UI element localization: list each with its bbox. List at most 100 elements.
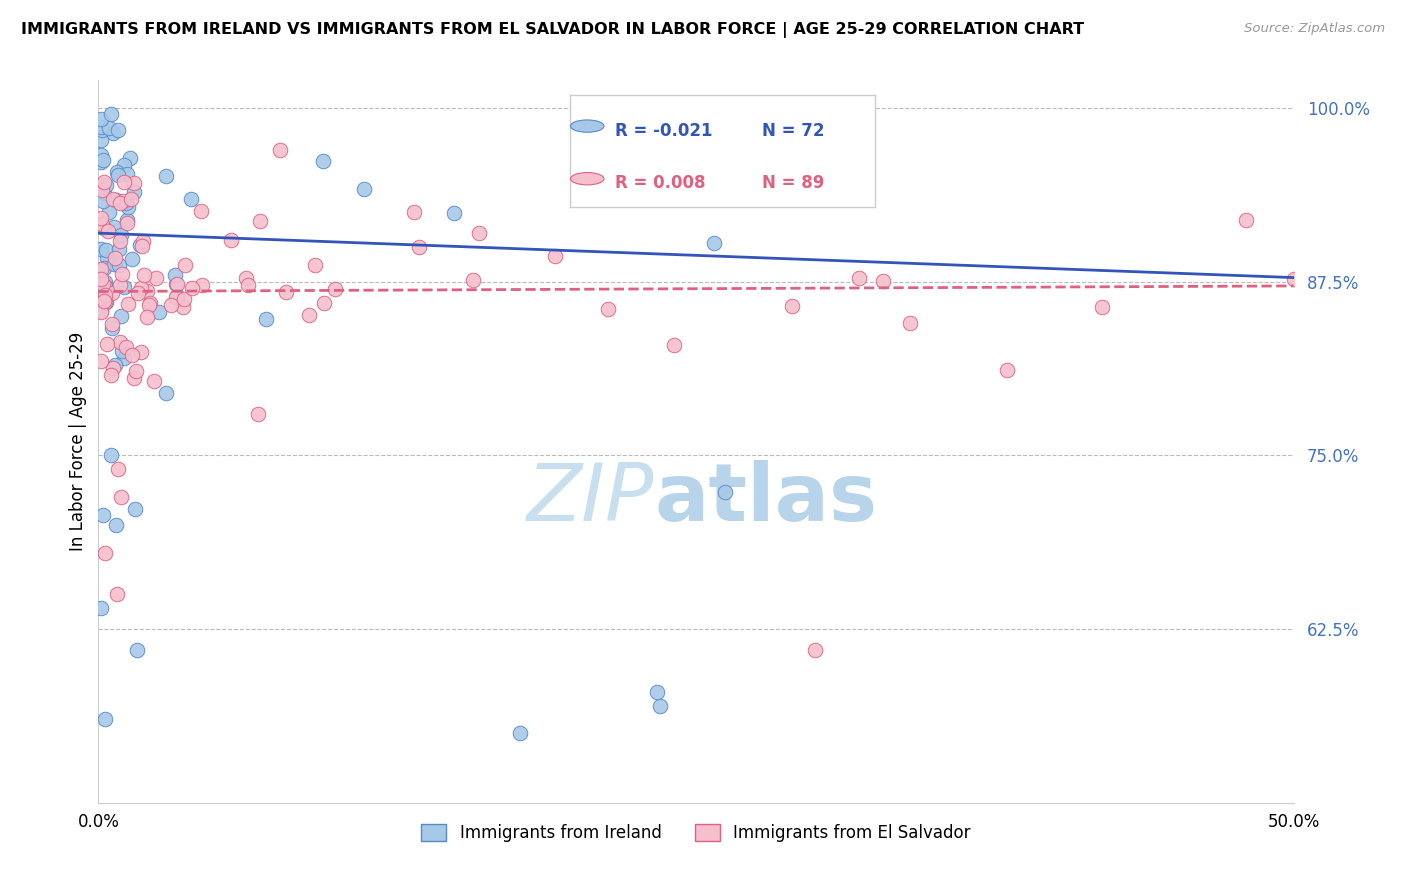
Point — [129, 281, 152, 295]
Point — [127, 643, 149, 657]
Point — [269, 143, 291, 157]
Point — [165, 290, 187, 304]
Point — [115, 196, 138, 211]
Point — [107, 242, 129, 256]
Point — [121, 252, 143, 266]
Point — [90, 304, 112, 318]
Point — [100, 107, 122, 121]
Point — [94, 243, 117, 257]
Point — [1234, 212, 1257, 227]
Point — [115, 167, 138, 181]
Point — [90, 291, 112, 305]
Point — [166, 277, 188, 291]
Point — [91, 183, 114, 197]
Point — [121, 348, 143, 362]
Point — [90, 219, 112, 234]
Point — [112, 194, 135, 209]
Point — [93, 260, 115, 275]
Point — [115, 213, 138, 227]
Point — [219, 233, 242, 247]
Point — [94, 276, 117, 290]
Point — [91, 508, 114, 522]
Point — [165, 268, 187, 283]
Point — [104, 517, 127, 532]
Point — [111, 267, 134, 281]
Point — [94, 713, 117, 727]
Point — [132, 268, 155, 282]
Point — [100, 320, 122, 334]
Point — [124, 185, 146, 199]
Point — [314, 295, 336, 310]
Point — [110, 227, 132, 242]
Point — [107, 258, 129, 272]
Point — [101, 285, 124, 300]
Point — [110, 310, 132, 324]
Point — [165, 277, 187, 292]
Point — [1091, 300, 1114, 314]
Point — [101, 126, 124, 140]
Point — [105, 587, 128, 601]
Point — [180, 192, 202, 206]
Point — [160, 298, 183, 312]
Point — [404, 205, 426, 219]
Point — [155, 385, 177, 400]
Text: Source: ZipAtlas.com: Source: ZipAtlas.com — [1244, 22, 1385, 36]
Point — [664, 337, 686, 351]
Point — [90, 211, 112, 226]
Point — [804, 643, 827, 657]
Point — [135, 310, 157, 324]
Point — [304, 258, 326, 272]
Point — [108, 334, 131, 349]
Point — [249, 213, 271, 227]
Point — [117, 201, 139, 215]
Point — [93, 279, 115, 293]
Point — [995, 363, 1018, 377]
Point — [94, 546, 117, 560]
Point — [323, 283, 346, 297]
Point — [461, 273, 484, 287]
Point — [1282, 271, 1305, 285]
Point — [94, 287, 117, 301]
Point — [96, 251, 118, 265]
Point — [110, 234, 132, 248]
Point — [246, 407, 269, 421]
Point — [104, 251, 127, 265]
Point — [112, 351, 135, 365]
Point — [94, 178, 117, 192]
Point — [94, 294, 117, 309]
Point — [112, 175, 135, 189]
Point — [91, 153, 114, 168]
Text: atlas: atlas — [654, 460, 877, 539]
Point — [682, 101, 704, 115]
Point — [96, 337, 118, 351]
Legend: Immigrants from Ireland, Immigrants from El Salvador: Immigrants from Ireland, Immigrants from… — [415, 817, 977, 848]
Point — [900, 316, 922, 330]
Point — [90, 242, 112, 256]
Point — [90, 601, 112, 615]
Point — [117, 297, 139, 311]
Point — [190, 203, 212, 218]
Point — [114, 158, 136, 172]
Point — [110, 490, 132, 504]
Point — [90, 112, 112, 126]
Point — [138, 298, 160, 312]
Point — [108, 278, 131, 293]
Point — [91, 217, 114, 231]
Point — [103, 257, 125, 271]
Point — [353, 182, 375, 196]
Point — [145, 270, 167, 285]
Point — [181, 281, 204, 295]
Point — [132, 234, 155, 248]
Y-axis label: In Labor Force | Age 25-29: In Labor Force | Age 25-29 — [69, 332, 87, 551]
Point — [236, 278, 259, 293]
Point — [143, 374, 166, 388]
Point — [467, 226, 489, 240]
Point — [90, 154, 112, 169]
Point — [120, 192, 142, 206]
Point — [122, 371, 145, 385]
Point — [166, 288, 188, 302]
Point — [173, 292, 195, 306]
Point — [544, 249, 567, 263]
Point — [103, 219, 125, 234]
Point — [780, 299, 803, 313]
